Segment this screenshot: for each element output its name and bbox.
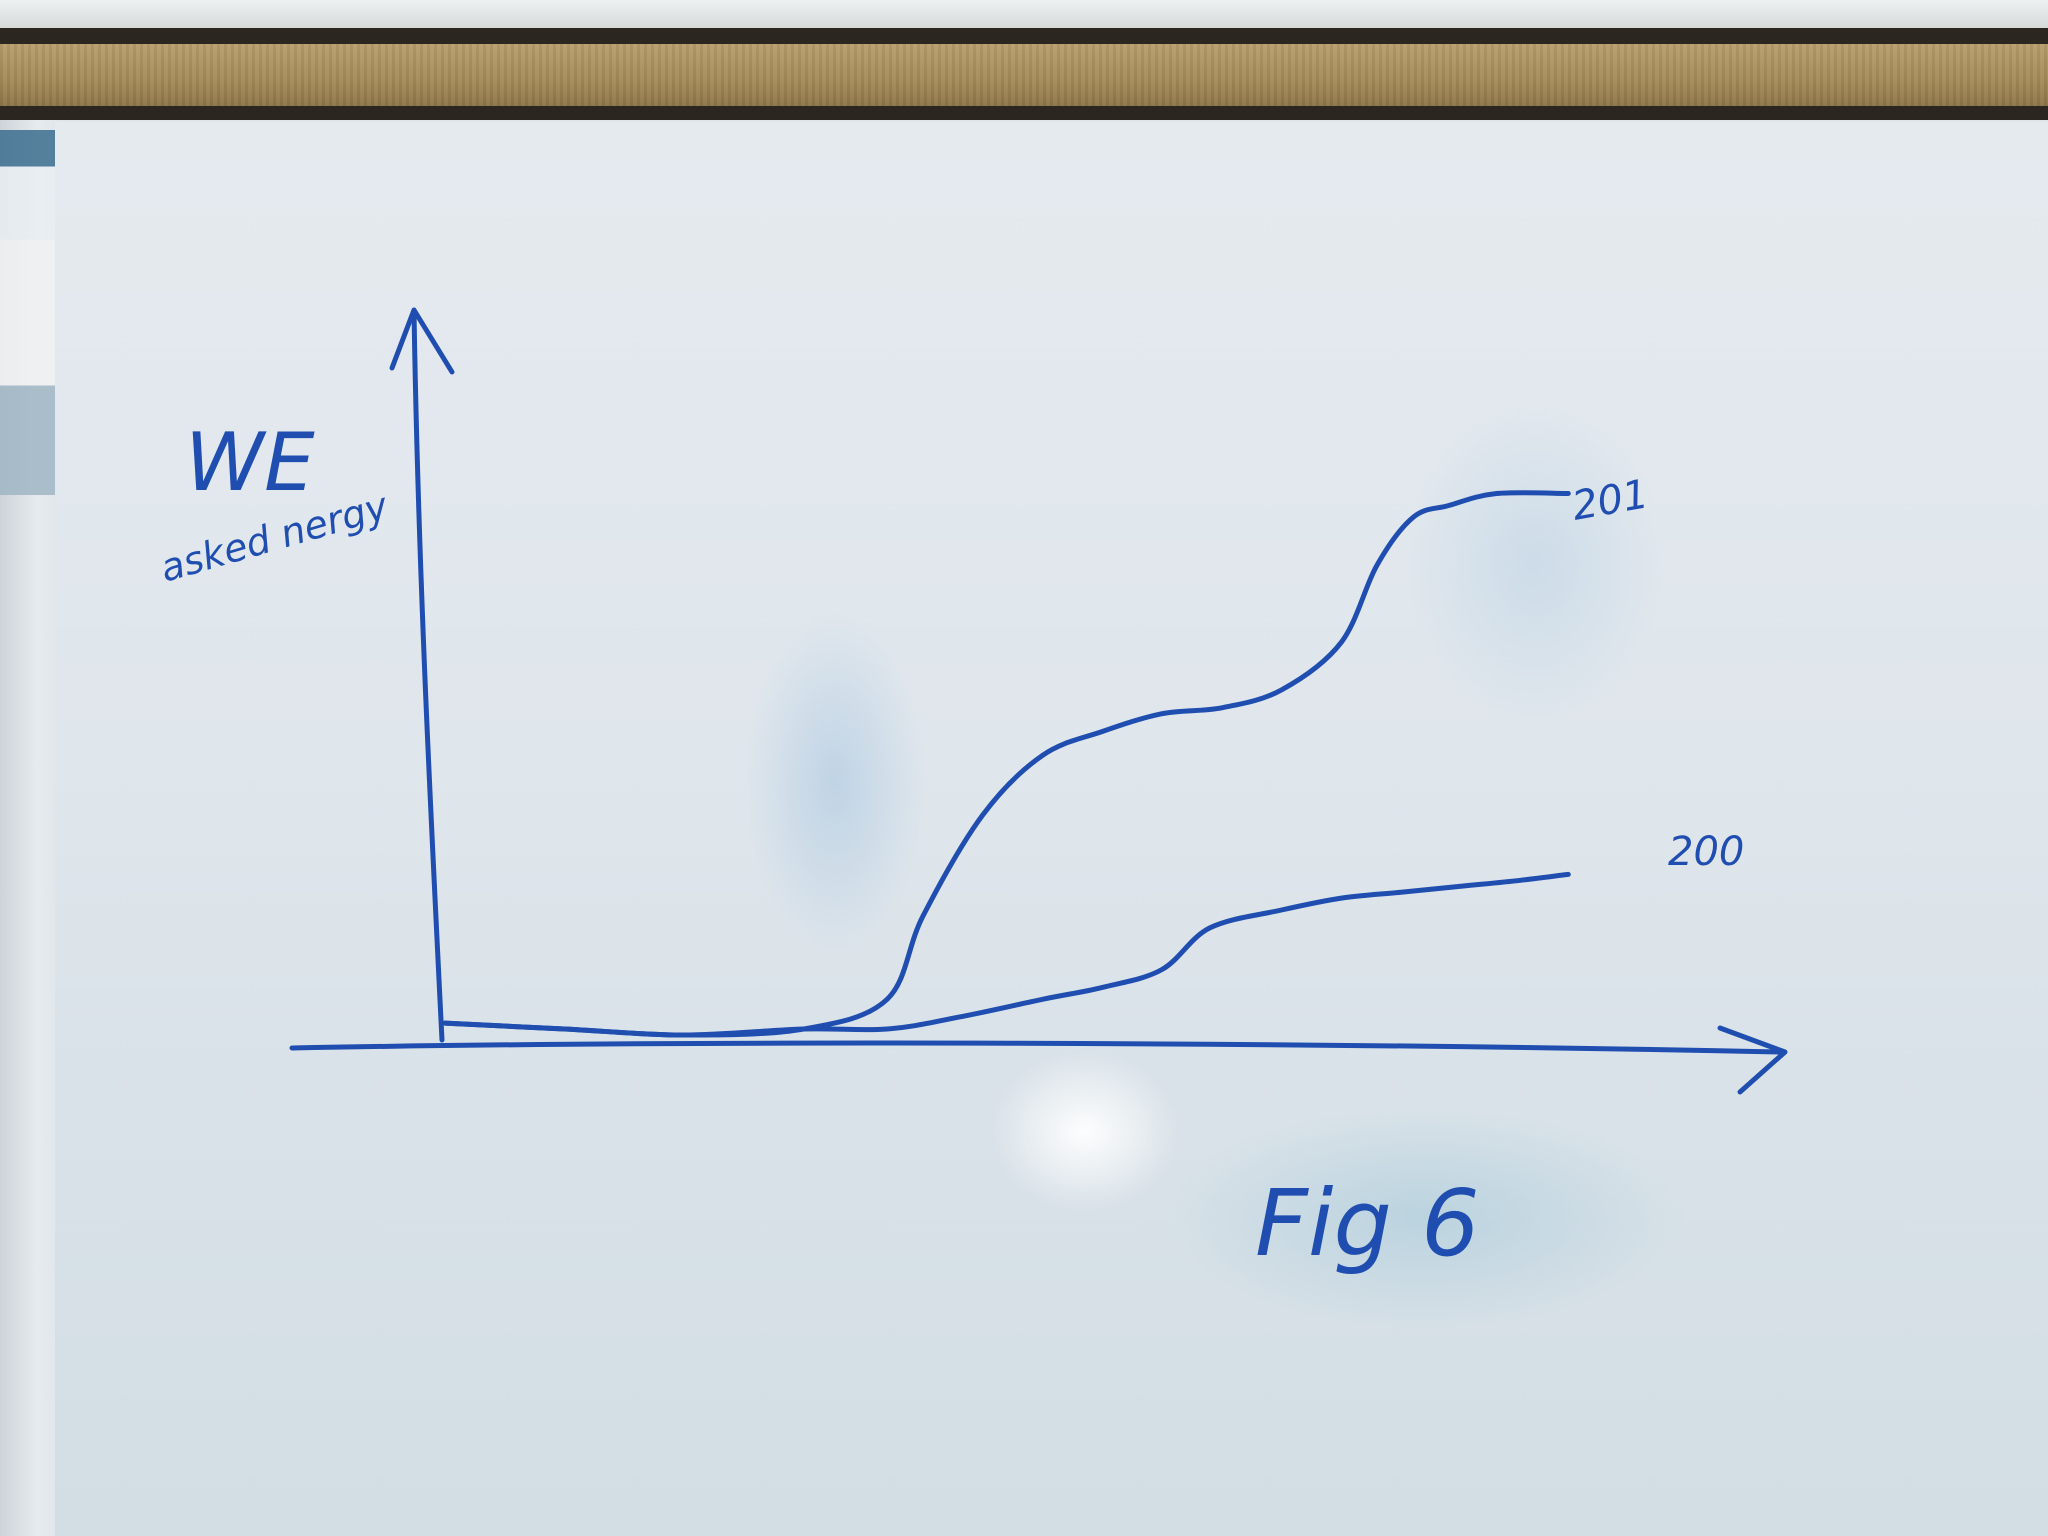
series-line-200 — [442, 871, 1571, 1038]
y-axis-arrow — [389, 307, 455, 375]
series-line-201 — [442, 490, 1571, 1038]
figure-caption: Fig 6 — [1255, 1170, 1480, 1277]
series-label-201: 201 — [1569, 471, 1652, 530]
y-axis-label: WE — [185, 416, 315, 509]
pinned-paper — [0, 130, 60, 495]
cork-strip — [0, 44, 2048, 106]
x-axis-arrow — [1717, 1025, 1788, 1095]
y-axis — [411, 309, 445, 1043]
whiteboard — [55, 122, 2048, 1536]
x-axis — [289, 1040, 1783, 1055]
series-label-200: 200 — [1668, 829, 1744, 875]
series-layer — [442, 490, 1571, 1038]
